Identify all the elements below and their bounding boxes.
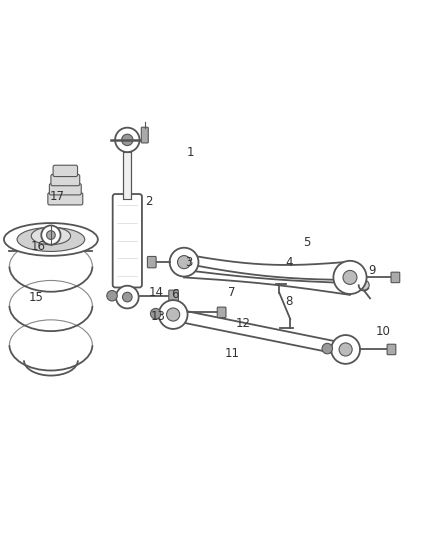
Circle shape [159,300,187,329]
Text: 8: 8 [285,295,293,308]
Circle shape [107,290,117,301]
Text: 1: 1 [187,147,194,159]
Circle shape [170,248,198,277]
FancyBboxPatch shape [53,165,78,176]
Text: 15: 15 [28,290,43,304]
Circle shape [123,292,132,302]
Circle shape [46,231,55,239]
Text: 14: 14 [148,286,163,299]
FancyBboxPatch shape [51,174,80,185]
Circle shape [322,343,332,354]
FancyBboxPatch shape [387,344,396,354]
FancyBboxPatch shape [391,272,400,282]
Circle shape [166,308,180,321]
Circle shape [41,225,60,245]
Circle shape [333,261,367,294]
Text: 5: 5 [303,236,310,249]
FancyBboxPatch shape [169,290,178,302]
Text: 10: 10 [375,326,390,338]
Text: 11: 11 [225,348,240,360]
Text: 7: 7 [228,286,236,299]
Ellipse shape [4,223,98,256]
Text: 17: 17 [50,190,65,203]
Circle shape [331,335,360,364]
FancyBboxPatch shape [217,307,226,318]
Circle shape [116,286,139,309]
FancyBboxPatch shape [113,194,142,287]
FancyBboxPatch shape [49,183,81,195]
Text: 12: 12 [236,317,251,330]
FancyBboxPatch shape [148,256,156,268]
Text: 13: 13 [150,310,165,323]
Circle shape [150,309,161,319]
Text: 3: 3 [185,256,192,269]
Circle shape [343,270,357,285]
Text: 2: 2 [145,195,153,207]
FancyBboxPatch shape [141,127,148,143]
Ellipse shape [31,227,71,245]
Text: 16: 16 [30,240,45,253]
Text: 6: 6 [172,288,179,301]
Circle shape [115,128,140,152]
Circle shape [177,256,191,269]
FancyBboxPatch shape [124,152,131,199]
Circle shape [359,280,369,290]
Text: 9: 9 [368,264,375,277]
Ellipse shape [17,228,85,252]
Circle shape [339,343,352,356]
Text: 4: 4 [285,256,293,269]
FancyBboxPatch shape [48,193,83,205]
Circle shape [122,134,133,146]
